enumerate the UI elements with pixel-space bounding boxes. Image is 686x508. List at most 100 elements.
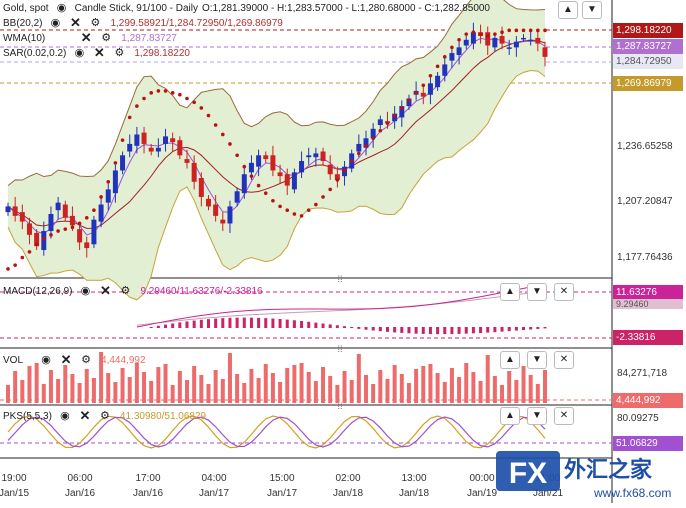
candle-body bbox=[112, 170, 118, 194]
candle bbox=[256, 149, 262, 177]
candle-body bbox=[19, 212, 25, 222]
candle-body bbox=[98, 204, 104, 222]
candle bbox=[191, 155, 197, 190]
volume-bar bbox=[149, 381, 154, 403]
sar-dot bbox=[271, 198, 275, 203]
candle bbox=[449, 45, 455, 69]
eye-icon[interactable]: ◉ bbox=[56, 2, 67, 14]
volume-bar bbox=[63, 365, 68, 403]
close-icon[interactable]: ✕ bbox=[70, 15, 81, 30]
sar-dot bbox=[92, 208, 96, 213]
sar-dot bbox=[349, 159, 354, 163]
volume-bar bbox=[106, 373, 111, 403]
candle-body bbox=[220, 219, 226, 224]
candle bbox=[141, 126, 147, 154]
candle bbox=[299, 151, 305, 179]
volume-bar bbox=[199, 375, 204, 403]
macd-hist-bar bbox=[393, 327, 397, 333]
sar-dot bbox=[242, 164, 247, 169]
close-icon[interactable]: ✕ bbox=[100, 283, 111, 298]
candle bbox=[535, 30, 541, 52]
candle bbox=[227, 200, 233, 233]
sar-dot bbox=[442, 55, 447, 59]
arrow-up-icon[interactable]: ▲ bbox=[500, 407, 520, 425]
gear-icon[interactable]: ⚙ bbox=[81, 354, 91, 366]
candle bbox=[263, 151, 269, 163]
pks-price-label: 51.06829 bbox=[613, 436, 683, 451]
macd-header: MACD(12,26,9) ◉ ✕ ⚙ 9.29460/11.63276/-2.… bbox=[3, 284, 263, 298]
macd-hist-bar bbox=[414, 327, 418, 334]
chart-mode-label: Candle Stick, 91/100 - Daily bbox=[74, 2, 198, 14]
arrow-down-icon[interactable]: ▼ bbox=[527, 351, 547, 369]
sar-dot bbox=[457, 38, 461, 42]
close-icon[interactable]: ✕ bbox=[80, 30, 92, 45]
candle-body bbox=[334, 174, 340, 180]
candle bbox=[205, 195, 211, 211]
arrow-up-icon[interactable]: ▲ bbox=[500, 351, 520, 369]
volume-bar bbox=[227, 353, 232, 403]
close-icon[interactable]: ✕ bbox=[60, 352, 72, 367]
arrow-down-icon[interactable]: ▼ bbox=[582, 1, 602, 19]
gear-icon[interactable]: ⚙ bbox=[114, 47, 125, 59]
eye-icon[interactable]: ◉ bbox=[74, 47, 85, 59]
close-icon[interactable]: ✕ bbox=[93, 45, 105, 60]
candle-body bbox=[34, 232, 40, 247]
sar-dot bbox=[357, 151, 361, 156]
eye-icon[interactable]: ◉ bbox=[80, 285, 91, 297]
candle bbox=[241, 164, 247, 199]
close-icon[interactable]: ✕ bbox=[79, 408, 91, 423]
candle bbox=[105, 181, 111, 211]
arrow-down-icon[interactable]: ▼ bbox=[527, 283, 547, 301]
candle-body bbox=[5, 206, 11, 213]
sar-dot bbox=[421, 83, 426, 88]
candle bbox=[542, 41, 548, 67]
arrow-up-icon[interactable]: ▲ bbox=[558, 1, 578, 19]
pks-label: PKS(5,5,3) bbox=[3, 410, 52, 422]
macd-hist-bar bbox=[500, 327, 504, 332]
volume-bar bbox=[213, 370, 218, 403]
bb-values: 1,299.58921/1,284.72950/1,269.86979 bbox=[110, 17, 283, 29]
gear-icon[interactable]: ⚙ bbox=[120, 285, 131, 297]
candle-body bbox=[313, 153, 319, 158]
close-icon[interactable]: ✕ bbox=[554, 351, 574, 369]
x-axis-date-label: Jan/18 bbox=[398, 488, 430, 499]
gear-icon[interactable]: ⚙ bbox=[90, 17, 101, 29]
candle-body bbox=[356, 143, 362, 152]
sar-dot bbox=[228, 142, 232, 146]
sar-dot bbox=[192, 100, 196, 105]
sar-dot bbox=[249, 174, 254, 178]
volume-bar bbox=[285, 368, 290, 403]
candle-body bbox=[213, 204, 219, 216]
vol-price-label: 4,444,992 bbox=[613, 393, 683, 408]
x-axis-time-label: 17:00 bbox=[135, 473, 161, 484]
eye-icon[interactable]: ◉ bbox=[41, 354, 51, 366]
arrow-up-icon[interactable]: ▲ bbox=[500, 283, 520, 301]
arrow-down-icon[interactable]: ▼ bbox=[527, 407, 547, 425]
volume-bar bbox=[464, 363, 469, 403]
candle bbox=[320, 147, 326, 165]
candle-body bbox=[456, 47, 462, 55]
sar-dot bbox=[199, 106, 204, 110]
candle-body bbox=[177, 140, 183, 156]
eye-icon[interactable]: ◉ bbox=[50, 17, 61, 29]
candle bbox=[370, 123, 376, 148]
macd-hist-bar bbox=[357, 327, 361, 329]
volume-bar bbox=[206, 384, 211, 403]
macd-hist-bar bbox=[486, 327, 490, 333]
candle bbox=[62, 200, 68, 222]
candle-body bbox=[256, 155, 262, 167]
macd-hist-bar bbox=[249, 317, 253, 328]
gear-icon[interactable]: ⚙ bbox=[101, 32, 112, 44]
candle-body bbox=[148, 147, 154, 152]
volume-bar bbox=[263, 364, 268, 403]
macd-hist-bar bbox=[407, 327, 411, 334]
sar-dot bbox=[135, 104, 139, 108]
close-icon[interactable]: ✕ bbox=[554, 407, 574, 425]
volume-bar bbox=[185, 380, 189, 403]
candle-body bbox=[513, 41, 519, 48]
volume-bar bbox=[364, 375, 368, 403]
gear-icon[interactable]: ⚙ bbox=[99, 410, 110, 422]
close-icon[interactable]: ✕ bbox=[554, 283, 574, 301]
macd-hist-bar bbox=[185, 321, 189, 328]
eye-icon[interactable]: ◉ bbox=[60, 410, 70, 422]
